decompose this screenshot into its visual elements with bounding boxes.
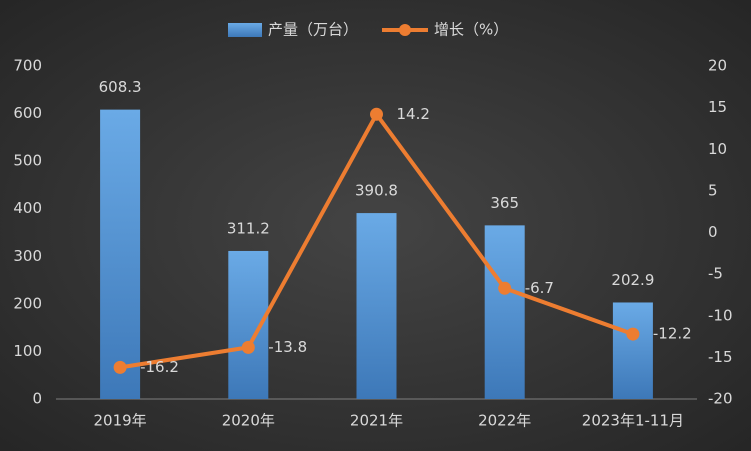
data-label: -16.2 <box>140 358 179 376</box>
legend-label: 产量（万台） <box>268 21 358 39</box>
line-point <box>113 360 127 374</box>
data-label: -6.7 <box>525 279 554 297</box>
data-label: 14.2 <box>397 105 430 123</box>
data-label: 202.9 <box>611 271 654 289</box>
y2-tick-label: -10 <box>708 306 733 324</box>
bar <box>484 225 525 399</box>
y2-tick-label: -5 <box>708 265 723 283</box>
x-tick-label: 2023年1-11月 <box>582 412 684 430</box>
y-tick-label: 200 <box>13 294 42 312</box>
y-tick-label: 500 <box>13 152 42 170</box>
line-point <box>626 327 640 341</box>
data-label: 390.8 <box>355 182 398 200</box>
y-tick-label: 300 <box>13 247 42 265</box>
line-point <box>241 340 255 354</box>
y2-tick-label: -15 <box>708 348 733 366</box>
data-label: 365 <box>490 194 519 212</box>
legend-swatch <box>399 24 411 36</box>
line-point <box>370 107 383 121</box>
x-tick-label: 2022年 <box>478 412 531 430</box>
y2-tick-label: 10 <box>708 140 727 158</box>
data-label: 311.2 <box>227 219 270 237</box>
legend-swatch <box>228 23 262 37</box>
y-tick-label: 700 <box>13 57 42 75</box>
data-label: -13.8 <box>268 338 307 356</box>
legend-label: 增长（%） <box>434 21 508 39</box>
y-tick-label: 100 <box>13 342 42 360</box>
bar <box>100 109 141 400</box>
y-tick-label: 400 <box>13 199 42 217</box>
bar <box>356 213 397 399</box>
data-label: 608.3 <box>99 78 142 96</box>
y2-tick-label: 20 <box>708 57 727 75</box>
y2-tick-label: 15 <box>708 98 727 116</box>
bar <box>612 302 653 399</box>
x-tick-label: 2020年 <box>222 412 275 430</box>
data-label: -12.2 <box>653 325 692 343</box>
y2-tick-label: 0 <box>708 223 718 241</box>
x-tick-label: 2019年 <box>94 412 147 430</box>
line-point <box>498 281 512 295</box>
y-tick-label: 600 <box>13 104 42 122</box>
y2-tick-label: 5 <box>708 181 718 199</box>
y-tick-label: 0 <box>32 390 42 408</box>
y2-tick-label: -20 <box>708 390 733 408</box>
x-tick-label: 2021年 <box>350 412 403 430</box>
